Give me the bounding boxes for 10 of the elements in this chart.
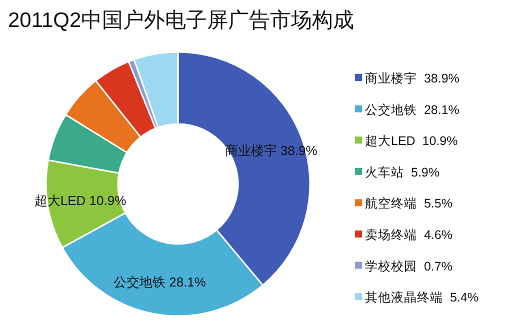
legend-label: 卖场终端 4.6% [365,228,452,242]
legend-label: 火车站 5.9% [365,165,440,180]
legend-label: 公交地铁 28.1% [365,102,460,117]
chart-title: 2011Q2中国户外电子屏广告市场构成 [8,9,354,32]
legend-label: 航空终端 5.5% [365,196,452,211]
legend-label: 超大LED 10.9% [365,134,458,148]
text: 公交地铁 28.1% [114,274,206,290]
legend-label: 其他液晶终端 5.4% [365,290,478,305]
legend-label: 学校校园 0.7% [365,259,452,274]
legend-label: 商业楼宇 38.9% [365,70,460,86]
